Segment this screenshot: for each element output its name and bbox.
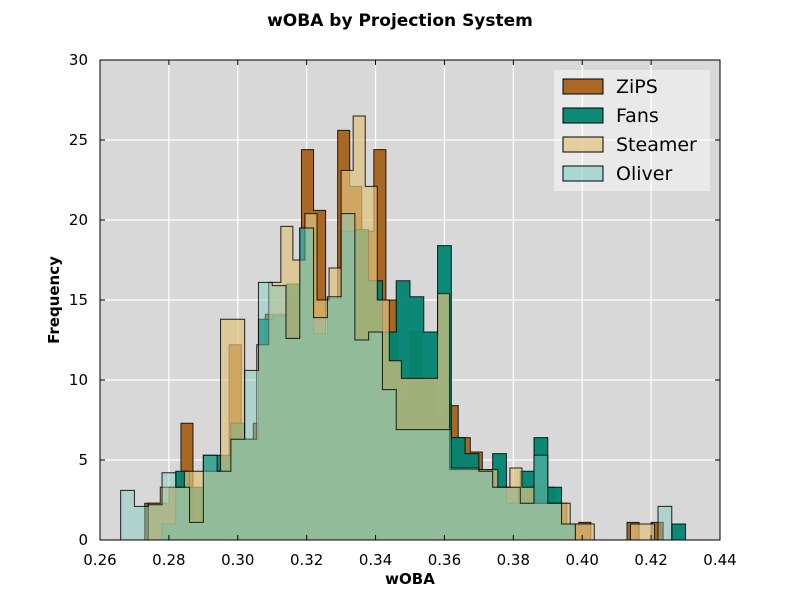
- y-tick-label: 30: [69, 51, 88, 69]
- x-tick-label: 0.32: [290, 551, 323, 569]
- histogram-area-steamer: [147, 115, 656, 541]
- legend-label-zips: ZiPS: [616, 76, 658, 98]
- legend-item-zips: ZiPS: [562, 76, 658, 98]
- legend-swatch-steamer: [562, 136, 604, 153]
- y-axis-ticks: 0 5 10 15 20 25 30: [69, 51, 720, 549]
- y-tick-label: 0: [78, 531, 88, 549]
- y-tick-label: 20: [69, 211, 88, 229]
- y-tick-label: 25: [69, 131, 88, 149]
- y-tick-label: 5: [78, 451, 88, 469]
- legend-label-fans: Fans: [616, 105, 659, 127]
- legend: ZiPS Fans Steamer Oliver: [554, 70, 710, 191]
- chart-title: wOBA by Projection System: [267, 11, 533, 31]
- x-axis-ticks: 0.26 0.28 0.30 0.32 0.34 0.36 0.38 0.40 0.42 0.44: [83, 60, 737, 569]
- histogram-area-oliver: [120, 213, 673, 541]
- histogram-series: [120, 115, 687, 541]
- legend-item-oliver: Oliver: [562, 163, 672, 185]
- x-axis-label: wOBA: [385, 570, 435, 588]
- x-tick-label: 0.38: [497, 551, 530, 569]
- x-tick-label: 0.42: [634, 551, 667, 569]
- series-oliver: [120, 213, 673, 541]
- series-steamer: [147, 115, 656, 541]
- legend-swatch-fans: [562, 107, 604, 124]
- x-tick-label: 0.26: [83, 551, 116, 569]
- legend-swatch-zips: [562, 78, 604, 95]
- x-tick-label: 0.36: [428, 551, 461, 569]
- legend-item-steamer: Steamer: [562, 134, 697, 156]
- x-tick-label: 0.30: [221, 551, 254, 569]
- y-tick-label: 10: [69, 371, 88, 389]
- legend-label-steamer: Steamer: [616, 134, 697, 156]
- legend-item-fans: Fans: [562, 105, 659, 127]
- legend-swatch-oliver: [562, 165, 604, 182]
- y-axis-label: Frequency: [45, 256, 63, 344]
- x-tick-label: 0.40: [566, 551, 599, 569]
- legend-label-oliver: Oliver: [616, 163, 672, 185]
- x-tick-label: 0.44: [703, 551, 736, 569]
- x-tick-label: 0.28: [152, 551, 185, 569]
- x-tick-label: 0.34: [359, 551, 392, 569]
- y-tick-label: 15: [69, 291, 88, 309]
